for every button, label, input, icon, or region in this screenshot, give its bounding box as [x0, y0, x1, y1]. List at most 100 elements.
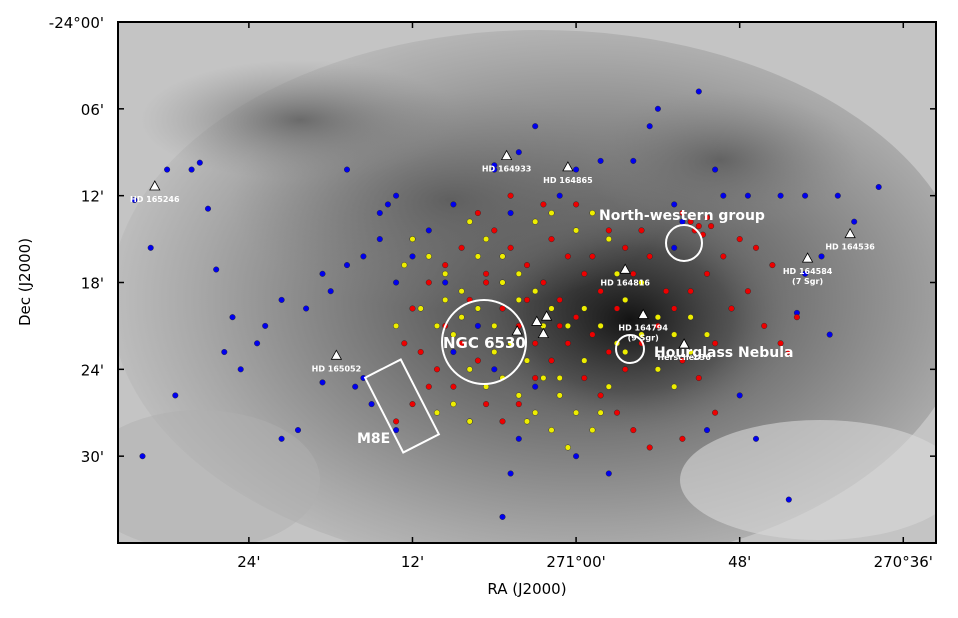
scatter-point — [581, 305, 588, 312]
scatter-point — [540, 279, 547, 286]
scatter-point — [425, 279, 432, 286]
scatter-point — [491, 322, 498, 329]
scatter-point — [708, 223, 715, 230]
scatter-points — [131, 88, 882, 520]
scatter-point — [393, 279, 400, 286]
scatter-point — [131, 196, 138, 203]
scatter-point — [564, 340, 571, 347]
scatter-point — [597, 288, 604, 295]
scatter-point — [532, 123, 539, 130]
star-triangle-marker — [149, 180, 161, 191]
x-axis-label: RA (J2000) — [487, 580, 566, 598]
scatter-point — [515, 401, 522, 408]
scatter-point — [826, 331, 833, 338]
scatter-point — [499, 253, 506, 260]
scatter-point — [712, 166, 719, 173]
ngc6530-region-circle — [441, 299, 527, 385]
scatter-point — [638, 227, 645, 234]
scatter-point — [802, 192, 809, 199]
scatter-point — [695, 375, 702, 382]
scatter-point — [483, 401, 490, 408]
scatter-point — [581, 375, 588, 382]
scatter-point — [139, 453, 146, 460]
scatter-point — [384, 201, 391, 208]
scatter-point — [483, 270, 490, 277]
scatter-point — [319, 379, 326, 386]
scatter-point — [556, 192, 563, 199]
nebula-background — [118, 22, 936, 543]
scatter-point — [695, 88, 702, 95]
star-triangle-marker — [330, 349, 343, 360]
scatter-point — [434, 366, 441, 373]
star-triangle-marker — [844, 227, 856, 239]
star-label: HD 164865 — [543, 176, 593, 185]
star-label: HD 164933 — [482, 165, 532, 174]
scatter-point — [573, 227, 580, 234]
scatter-point — [622, 349, 629, 356]
scatter-point — [442, 262, 449, 269]
scatter-point — [548, 305, 555, 312]
scatter-point — [458, 340, 465, 347]
scatter-point — [614, 305, 621, 312]
star-triangle-marker — [637, 308, 649, 319]
scatter-point — [736, 392, 743, 399]
scatter-point — [450, 201, 457, 208]
scatter-point — [646, 253, 653, 260]
scatter-point — [695, 223, 702, 230]
scatter-point — [401, 262, 408, 269]
star-triangle-marker — [562, 161, 574, 172]
scatter-point — [229, 314, 236, 321]
y-tick-label: 18' — [81, 275, 104, 293]
hourglass-region-circle — [615, 334, 645, 364]
scatter-point — [524, 296, 531, 303]
scatter-point — [573, 201, 580, 208]
x-tick-label: 48' — [728, 553, 751, 571]
scatter-point — [834, 192, 841, 199]
star-triangle-marker — [540, 310, 553, 321]
scatter-point — [213, 266, 220, 273]
scatter-point — [704, 214, 711, 221]
scatter-point — [548, 357, 555, 364]
scatter-point — [237, 366, 244, 373]
scatter-point — [360, 253, 367, 260]
y-tick-label: 06' — [81, 101, 104, 119]
scatter-point — [499, 305, 506, 312]
scatter-point — [605, 236, 612, 243]
star-triangle-marker — [500, 149, 513, 160]
scatter-point — [425, 253, 432, 260]
scatter-point — [491, 227, 498, 234]
star-triangle-marker — [537, 327, 550, 338]
scatter-point — [499, 418, 506, 425]
scatter-point — [540, 375, 547, 382]
scatter-point — [368, 401, 375, 408]
scatter-point — [622, 366, 629, 373]
scatter-point — [720, 253, 727, 260]
scatter-point — [671, 244, 678, 251]
scatter-point — [548, 236, 555, 243]
scatter-point — [491, 366, 498, 373]
scatter-point — [622, 244, 629, 251]
scatter-point — [646, 444, 653, 451]
scatter-point — [196, 159, 203, 166]
scatter-point — [303, 305, 310, 312]
scatter-point — [875, 183, 882, 190]
scatter-point — [393, 418, 400, 425]
star-triangle-marker — [619, 263, 631, 274]
scatter-point — [458, 314, 465, 321]
scatter-point — [581, 357, 588, 364]
y-tick-label: 30' — [81, 448, 104, 466]
scatter-point — [417, 349, 424, 356]
scatter-point — [712, 409, 719, 416]
axis-ticks: 24' 12' 271°00' 48' 270°36' -24°00' 06' 12' 18' 2… — [49, 14, 936, 571]
m8e-label: M8E — [357, 431, 390, 447]
scatter-point — [507, 244, 514, 251]
y-tick-label: -24°00' — [49, 14, 104, 32]
scatter-point — [679, 435, 686, 442]
scatter-point — [728, 305, 735, 312]
scatter-point — [605, 383, 612, 390]
scatter-point — [393, 322, 400, 329]
scatter-point — [638, 279, 645, 286]
scatter-point — [172, 392, 179, 399]
scatter-point — [679, 357, 686, 364]
scatter-point — [556, 296, 563, 303]
